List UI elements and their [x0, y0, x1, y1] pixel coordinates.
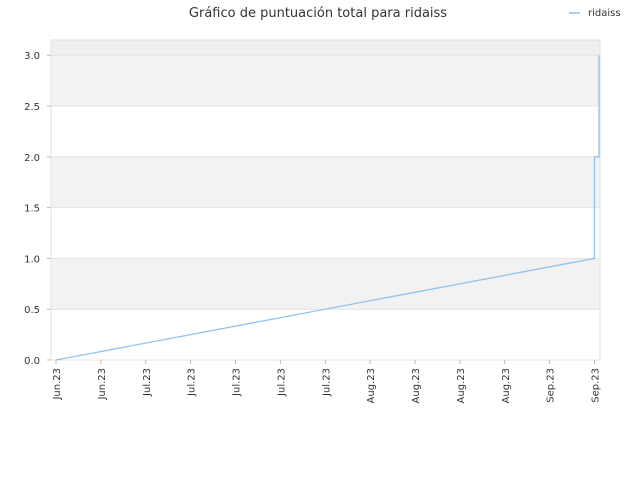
legend-label: ridaiss — [588, 8, 621, 19]
x-tick-label: Jul.23 — [276, 368, 287, 397]
x-tick-label: Aug.23 — [501, 368, 512, 403]
plot-band — [51, 40, 600, 56]
legend: ridaiss — [569, 8, 621, 19]
x-tick-label: Jul.23 — [321, 368, 332, 397]
x-tick-label: Jul.23 — [142, 368, 153, 397]
x-tick-label: Jul.23 — [187, 368, 198, 397]
plot-band — [51, 55, 600, 107]
x-tick-label: Aug.23 — [456, 368, 467, 403]
x-tick-label: Jun.23 — [52, 368, 63, 401]
x-tick-label: Sep.23 — [546, 368, 557, 403]
y-tick-label: 0.0 — [24, 356, 40, 367]
x-tick-label: Aug.23 — [411, 368, 422, 403]
x-tick-label: Jun.23 — [97, 368, 108, 401]
y-tick-label: 2.0 — [24, 153, 40, 164]
x-tick-label: Jul.23 — [232, 368, 243, 397]
x-axis: Jun.23 Jun.23 Jul.23 Jul.23 Jul.23 Jul.23 Jul.… — [52, 360, 602, 403]
x-tick-label: Aug.23 — [366, 368, 377, 403]
series-line-ridaiss — [55, 55, 600, 361]
y-tick-label: 3.0 — [24, 51, 40, 62]
x-tick-label: Sep.23 — [591, 368, 602, 403]
y-tick-label: 0.5 — [24, 305, 40, 316]
y-tick-label: 1.5 — [24, 204, 40, 215]
plot-band — [51, 258, 600, 310]
chart-title: Gráfico de puntuación total para ridaiss — [189, 6, 447, 21]
y-tick-label: 1.0 — [24, 254, 40, 265]
series-layer — [55, 55, 600, 361]
y-axis: 0.0 0.5 1.0 1.5 2.0 2.5 3.0 — [24, 51, 51, 367]
y-tick-label: 2.5 — [24, 102, 40, 113]
plot-bands — [51, 40, 600, 310]
plot-band — [51, 156, 600, 208]
